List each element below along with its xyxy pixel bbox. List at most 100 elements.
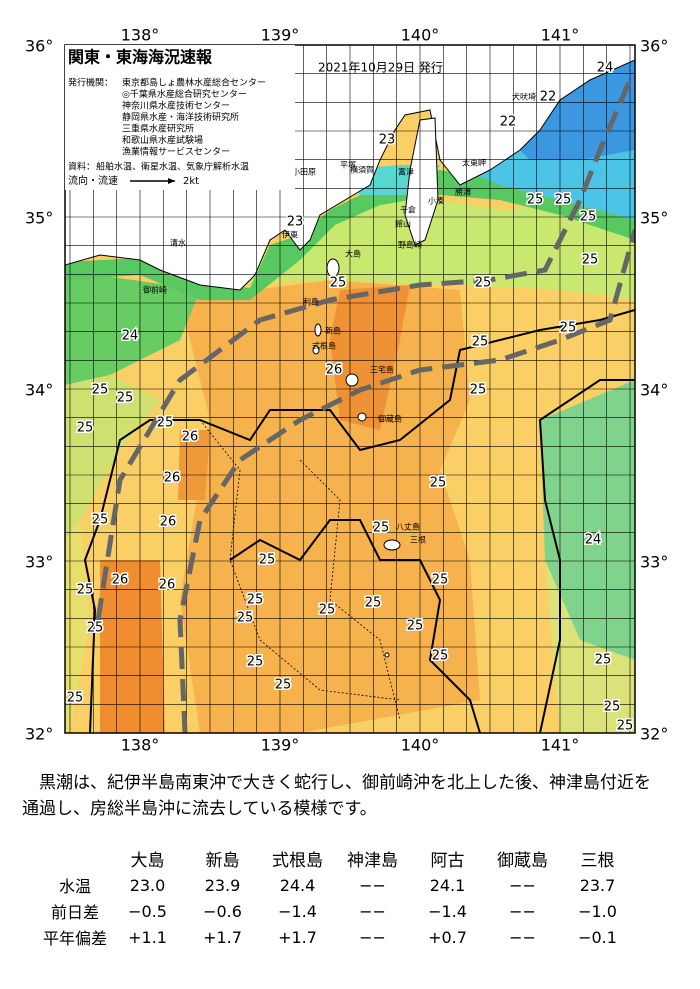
agencies: 東京都島しょ農林水産総合センター◎千葉県水産総合研究センター神奈川県水産技術セン… xyxy=(122,77,266,158)
depth-contours xyxy=(199,419,401,721)
lat-label: 33° xyxy=(640,553,668,572)
table-cell: 24.1 xyxy=(429,875,466,895)
place-label: 三宅島 xyxy=(370,365,394,375)
table-cell: +0.7 xyxy=(428,927,467,947)
temperature-label: 25 xyxy=(432,649,449,664)
temperature-label: 26 xyxy=(182,430,199,445)
table-cell: 23.0 xyxy=(129,875,166,895)
lat-label: 34° xyxy=(25,381,53,400)
temperature-label: 25 xyxy=(87,621,104,636)
agency: ◎千葉県水産総合研究センター xyxy=(122,88,247,100)
temperature-labels: 24 22 22 23 25 25 25 25 23 25 25 25 25 24 26 25 25 25 25 25… xyxy=(65,59,635,734)
table-cell: −− xyxy=(359,901,386,921)
temperature-label: 25 xyxy=(560,321,577,336)
table-cell: −0.5 xyxy=(128,901,167,921)
place-label: 千倉 xyxy=(400,205,416,215)
place-label: 勝浦 xyxy=(455,187,471,197)
lat-label: 32° xyxy=(640,725,668,744)
flow-label: 流向・流速 xyxy=(68,174,118,187)
temperature-label: 22 xyxy=(500,115,517,130)
table-cell: 24.4 xyxy=(279,875,316,895)
table-cell: −1.0 xyxy=(578,901,617,921)
flow-scale: 2kt xyxy=(183,176,199,187)
place-label: 大島 xyxy=(345,249,361,259)
table-cell: −− xyxy=(359,927,386,947)
table-cell: 23.7 xyxy=(579,875,616,895)
place-label: 太東岬 xyxy=(462,158,486,168)
table-cell: −− xyxy=(509,875,536,895)
temperature-label: 25 xyxy=(580,210,597,225)
temperature-label: 25 xyxy=(77,421,94,436)
place-label: 小田原 xyxy=(292,168,316,177)
temperature-label: 23 xyxy=(379,133,396,148)
table-cell: −0.1 xyxy=(578,927,617,947)
agency: 和歌山県水産試験場 xyxy=(122,134,203,146)
place-label: 小湊 xyxy=(428,196,444,206)
source-label: 資料： xyxy=(68,161,95,173)
islands xyxy=(312,258,401,658)
temperature-label: 25 xyxy=(237,611,254,626)
temperature-label: 25 xyxy=(157,416,174,431)
table-row: 前日差 −0.5 −0.6 −1.4 −− −1.4 −− −1.0 xyxy=(40,898,635,924)
lat-label: 36° xyxy=(640,37,668,56)
table-cell: +1.1 xyxy=(128,927,167,947)
table-cell: +1.7 xyxy=(203,927,242,947)
lat-label: 32° xyxy=(25,725,53,744)
table-cell: −− xyxy=(509,927,536,947)
temperature-label: 25 xyxy=(67,691,84,706)
lat-label: 34° xyxy=(640,381,668,400)
table-cell: −1.4 xyxy=(428,901,467,921)
temperature-label: 25 xyxy=(92,513,109,528)
row-label: 前日差 xyxy=(50,903,99,922)
lat-label: 35° xyxy=(25,209,53,228)
lon-label: 140° xyxy=(401,26,440,45)
table-cell: −− xyxy=(359,875,386,895)
place-label: 横須賀 xyxy=(350,165,374,175)
temperature-label: 25 xyxy=(470,383,487,398)
table-row: 平年偏差 +1.1 +1.7 +1.7 −− +0.7 −− −0.1 xyxy=(40,924,635,950)
temperature-label: 25 xyxy=(430,476,447,491)
temperature-label: 25 xyxy=(595,653,612,668)
table: 大島 新島 式根島 神津島 阿古 御蔵島 三根 水温 23.0 23.9 24.4 −− 24.1 −− 2… xyxy=(40,845,635,950)
agency: 東京都島しょ農林水産総合センター xyxy=(122,77,266,89)
row-label: 平年偏差 xyxy=(42,929,107,948)
temperature-label: 25 xyxy=(432,573,449,588)
lat-label: 36° xyxy=(25,37,53,56)
contours xyxy=(83,309,635,733)
table-header-cell: 神津島 xyxy=(347,851,398,871)
date: 2021年10月29日 発行 xyxy=(318,61,443,75)
title: 関東・東海海況速報 xyxy=(68,48,213,67)
row-label: 水温 xyxy=(58,877,91,896)
temperature-label: 25 xyxy=(330,276,347,291)
table-row: 水温 23.0 23.9 24.4 −− 24.1 −− 23.7 xyxy=(40,872,635,898)
table-cell: −− xyxy=(509,901,536,921)
kuroshio-axis xyxy=(95,79,635,733)
place-label: 伊東 xyxy=(282,230,298,240)
temperature-label: 25 xyxy=(555,193,572,208)
place-label: 三根 xyxy=(410,535,426,545)
lon-label: 140° xyxy=(401,736,440,755)
place-label: 犬吠埼 xyxy=(512,92,536,102)
table-header-cell: 阿古 xyxy=(430,851,465,871)
temperature-label: 26 xyxy=(164,471,181,486)
lat-label: 35° xyxy=(640,209,668,228)
temperature-label: 25 xyxy=(275,678,292,693)
header-box xyxy=(65,45,295,190)
temperature-label: 25 xyxy=(247,593,264,608)
agency: 漁業情報サービスセンター xyxy=(122,146,230,158)
summary: 黒潮は、紀伊半島南東沖で大きく蛇行し、御前崎沖を北上した後、神津島付近を通過し、… xyxy=(22,773,651,819)
place-label: 式根島 xyxy=(312,341,336,351)
lon-label: 141° xyxy=(541,26,580,45)
lon-label: 138° xyxy=(121,736,160,755)
temperature-label: 25 xyxy=(373,521,390,536)
temperature-label: 26 xyxy=(159,578,176,593)
sources: 船舶水温、衛星水温、気象庁解析水温 xyxy=(96,161,249,173)
place-label: 利島 xyxy=(303,297,319,307)
table-header-cell: 御蔵島 xyxy=(497,851,548,871)
axis-labels: 36° 36° 35° 35° 34° 34° 33° 33° 32° 32° 138° 138° 13… xyxy=(25,26,668,755)
temperature-label: 25 xyxy=(617,719,634,734)
